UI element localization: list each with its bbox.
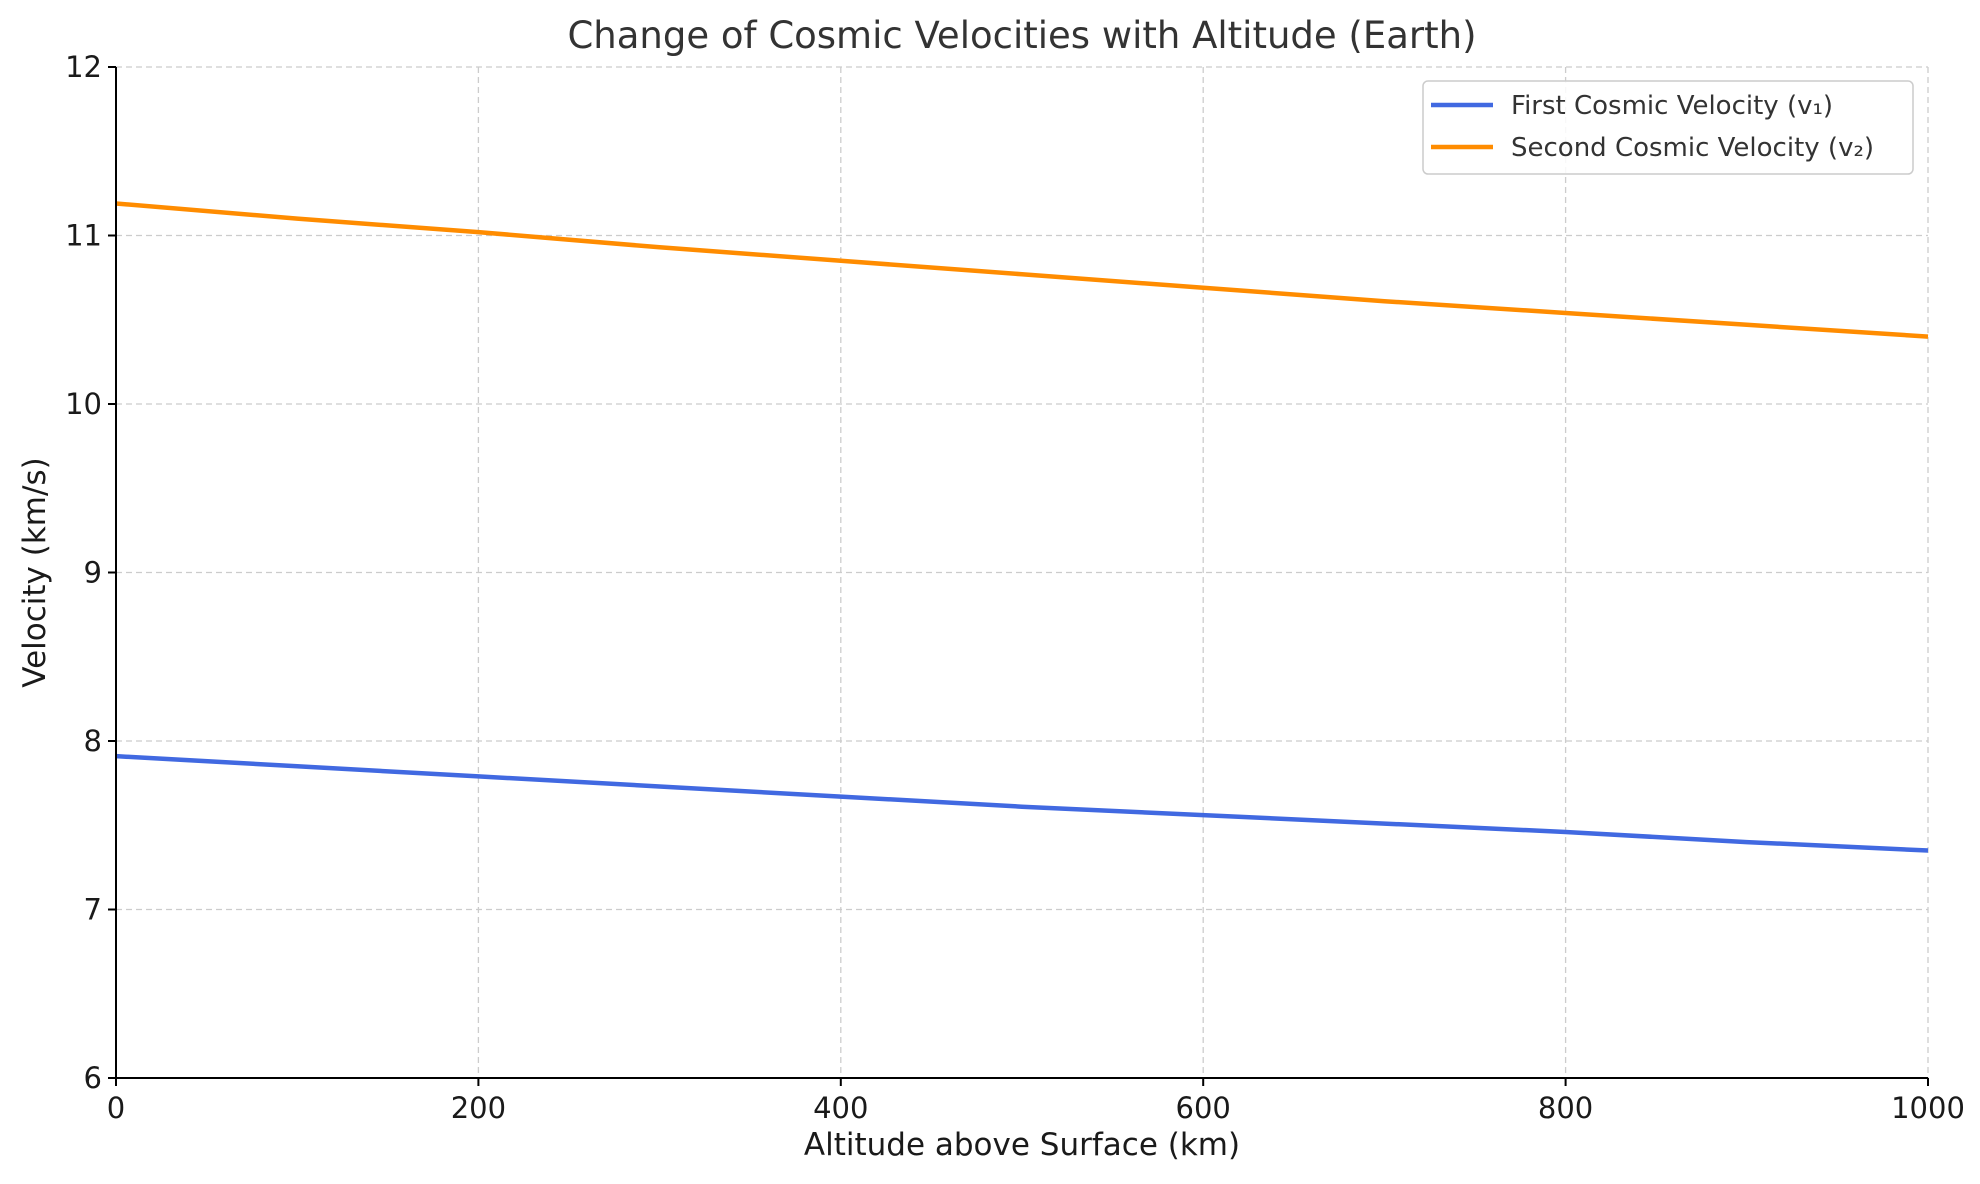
x-tick-label: 800	[1538, 1091, 1593, 1125]
y-tick-label: 6	[84, 1061, 102, 1095]
legend-box	[1422, 80, 1914, 175]
x-tick-label: 0	[107, 1091, 125, 1125]
y-tick-label: 11	[65, 219, 102, 253]
x-tick-label: 400	[813, 1091, 868, 1125]
x-tick-label: 1000	[1891, 1091, 1965, 1125]
series-line-second-cosmic-velocity	[115, 201, 1929, 339]
x-tick-label: 200	[451, 1091, 506, 1125]
y-tick-label: 10	[65, 387, 102, 421]
y-tick-label: 9	[84, 556, 102, 590]
grid	[116, 66, 1929, 1078]
x-axis-title: Altitude above Surface (km)	[804, 1127, 1240, 1163]
legend: First Cosmic Velocity (v₁) Second Cosmic…	[1422, 80, 1914, 175]
legend-label-first-cosmic-velocity: First Cosmic Velocity (v₁)	[1511, 91, 1833, 121]
y-tick-label: 7	[84, 893, 102, 927]
series-line-first-cosmic-velocity	[115, 753, 1929, 853]
y-tick-label: 12	[65, 50, 102, 84]
y-tick-label: 8	[84, 724, 102, 758]
x-tick-label: 600	[1176, 1091, 1231, 1125]
chart-title: Change of Cosmic Velocities with Altitud…	[567, 14, 1476, 57]
series-lines	[115, 201, 1929, 853]
legend-label-second-cosmic-velocity: Second Cosmic Velocity (v₂)	[1511, 133, 1874, 163]
ticks: 0 200 400 600 800 1000 6 7 8 9 10 11 12	[65, 50, 1965, 1125]
y-axis-title: Velocity (km/s)	[17, 457, 53, 687]
